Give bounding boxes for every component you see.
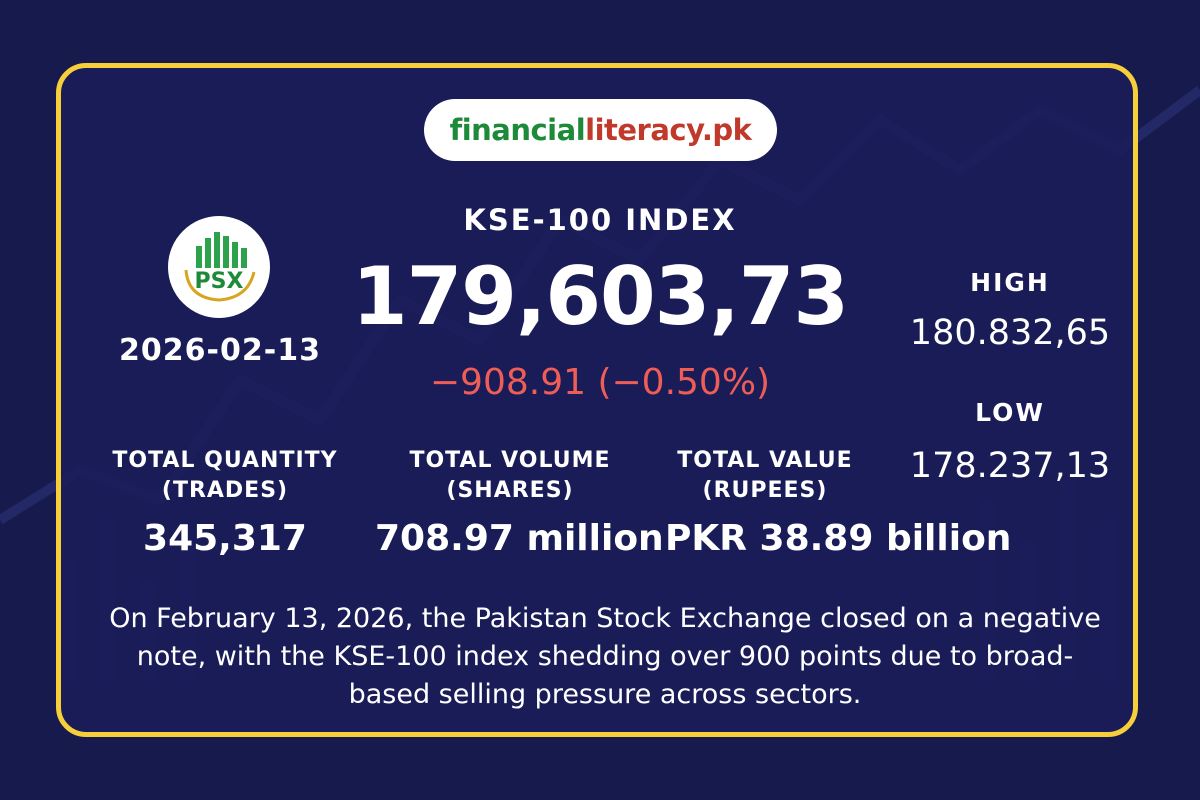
stat-value-label: TOTAL VALUE (RUPEES) (660, 446, 870, 506)
stat-value-value: PKR 38.89 billion (665, 518, 1012, 559)
psx-logo: PSX (168, 216, 270, 318)
stat-value-label-line2: (RUPEES) (702, 478, 828, 503)
stat-quantity-label-line1: TOTAL QUANTITY (112, 448, 338, 473)
low-label: LOW (975, 398, 1045, 427)
high-label: HIGH (970, 268, 1050, 297)
low-value: 178.237,13 (909, 446, 1111, 486)
stat-quantity-label: TOTAL QUANTITY (TRADES) (105, 446, 345, 506)
trading-date: 2026-02-13 (119, 333, 321, 368)
market-summary-line2: note, with the KSE-100 index shedding ov… (136, 641, 1074, 672)
brand-name-part1: financial (449, 113, 586, 147)
brand-name-part2: literacy.pk (585, 113, 752, 147)
index-title: KSE-100 INDEX (463, 203, 737, 237)
stat-volume-label-line2: (SHARES) (446, 478, 574, 503)
stat-volume-value: 708.97 million (375, 518, 664, 559)
stat-volume-label-line1: TOTAL VOLUME (409, 448, 611, 473)
high-value: 180.832,65 (909, 313, 1111, 353)
index-change: −908.91 (−0.50%) (429, 362, 771, 403)
stat-quantity-label-line2: (TRADES) (161, 478, 289, 503)
index-value: 179,603,73 (351, 250, 849, 343)
market-summary-text: On February 13, 2026, the Pakistan Stock… (100, 600, 1110, 714)
market-summary-line3: based selling pressure across sectors. (348, 679, 862, 710)
market-summary-line1: On February 13, 2026, the Pakistan Stock… (109, 603, 1101, 634)
psx-logo-icon: PSX (184, 232, 256, 302)
stat-value-label-line1: TOTAL VALUE (677, 448, 853, 473)
stat-quantity-value: 345,317 (143, 518, 307, 559)
summary-card (56, 63, 1138, 737)
stat-volume-label: TOTAL VOLUME (SHARES) (395, 446, 625, 506)
psx-logo-text: PSX (195, 269, 244, 294)
brand-badge[interactable]: financial literacy.pk (424, 99, 777, 161)
